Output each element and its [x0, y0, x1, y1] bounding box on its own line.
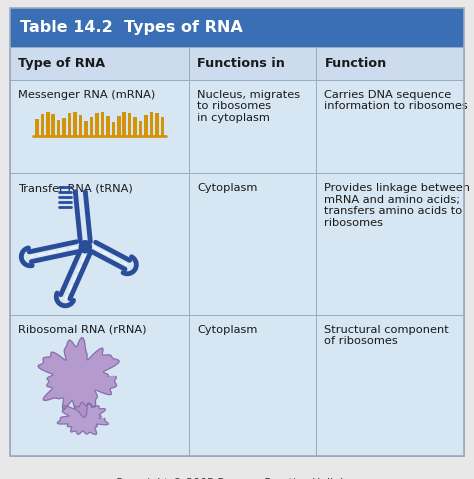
Bar: [133, 116, 137, 136]
Bar: [46, 112, 49, 136]
Bar: [10, 8, 464, 47]
Bar: [10, 47, 189, 80]
Bar: [150, 112, 153, 136]
Text: Copyright © 2005 Pearson Prentice Hall, Inc.: Copyright © 2005 Pearson Prentice Hall, …: [115, 478, 359, 479]
Bar: [79, 115, 82, 136]
Text: Provides linkage between
mRNA and amino acids;
transfers amino acids to
ribosome: Provides linkage between mRNA and amino …: [324, 183, 471, 228]
Text: Messenger RNA (mRNA): Messenger RNA (mRNA): [18, 90, 155, 100]
Text: Table 14.2  Types of RNA: Table 14.2 Types of RNA: [20, 20, 243, 35]
Bar: [117, 116, 120, 136]
Bar: [128, 113, 131, 136]
Bar: [139, 121, 142, 136]
Bar: [57, 119, 61, 136]
Bar: [189, 173, 317, 315]
Bar: [122, 113, 126, 136]
Text: Structural component
of ribosomes: Structural component of ribosomes: [324, 325, 449, 346]
Bar: [90, 117, 93, 136]
Text: Ribosomal RNA (rRNA): Ribosomal RNA (rRNA): [18, 325, 146, 334]
Bar: [35, 119, 38, 136]
Bar: [189, 315, 317, 456]
Bar: [84, 121, 88, 136]
Bar: [10, 173, 189, 315]
Bar: [189, 80, 317, 173]
Bar: [145, 115, 148, 136]
Bar: [106, 115, 109, 136]
Bar: [10, 315, 189, 456]
Bar: [95, 113, 99, 136]
Text: Function: Function: [324, 57, 387, 70]
Bar: [317, 47, 464, 80]
Bar: [317, 80, 464, 173]
Bar: [68, 113, 72, 136]
Text: Type of RNA: Type of RNA: [18, 57, 105, 70]
Text: Carries DNA sequence
information to ribosomes: Carries DNA sequence information to ribo…: [324, 90, 468, 112]
Circle shape: [79, 241, 91, 253]
Text: Cytoplasm: Cytoplasm: [197, 325, 258, 334]
Bar: [155, 113, 159, 136]
Bar: [161, 117, 164, 136]
Bar: [189, 47, 317, 80]
Bar: [41, 114, 44, 136]
Text: Cytoplasm: Cytoplasm: [197, 183, 258, 193]
Text: Nucleus, migrates
to ribosomes
in cytoplasm: Nucleus, migrates to ribosomes in cytopl…: [197, 90, 301, 123]
Bar: [111, 122, 115, 136]
Text: Functions in: Functions in: [197, 57, 285, 70]
Bar: [63, 118, 66, 136]
Bar: [100, 112, 104, 136]
Bar: [317, 173, 464, 315]
Polygon shape: [57, 402, 108, 434]
Bar: [317, 315, 464, 456]
Bar: [73, 112, 77, 136]
Text: Transfer RNA (tRNA): Transfer RNA (tRNA): [18, 183, 133, 193]
Bar: [52, 114, 55, 136]
Bar: [10, 80, 189, 173]
Polygon shape: [38, 338, 119, 418]
